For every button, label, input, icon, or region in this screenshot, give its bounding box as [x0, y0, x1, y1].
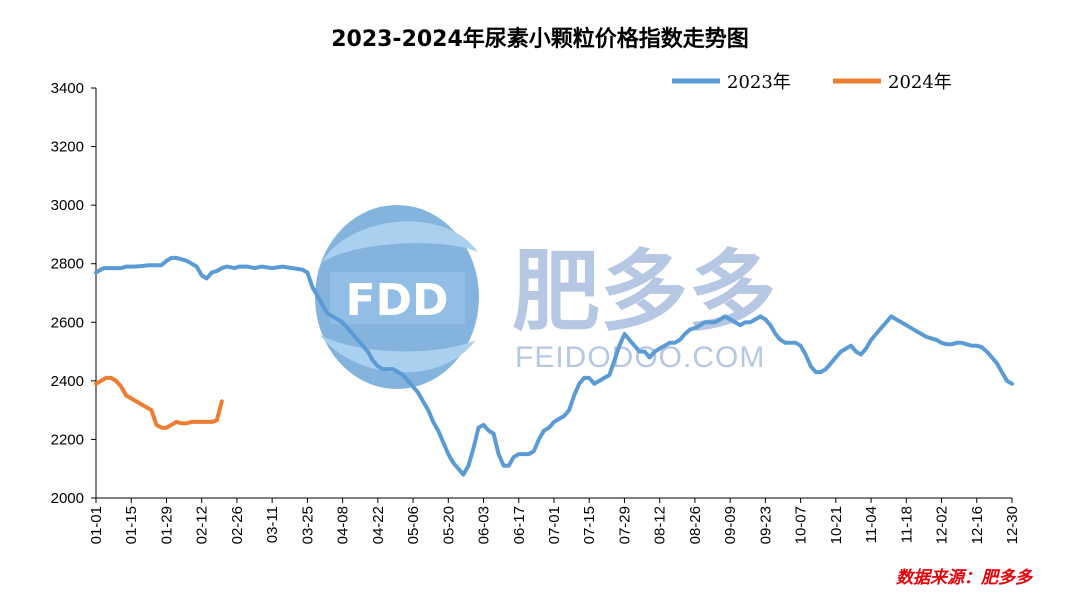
x-tick-label: 12-16	[969, 506, 986, 544]
x-tick-label: 07-29	[616, 506, 633, 544]
legend: 2023年 2024年	[672, 72, 952, 93]
x-tick-label: 09-09	[722, 506, 739, 544]
series-line-2023	[94, 255, 1014, 477]
x-axis: 01-01 01-15 01-29 02-12 02-26 03-11 03-25 04-08…	[88, 497, 1021, 544]
x-tick-label: 08-12	[652, 506, 669, 544]
y-tick-label: 2800	[51, 256, 84, 273]
x-tick-label: 06-03	[476, 506, 493, 544]
y-tick-label: 2200	[51, 431, 84, 448]
chart-title: 2023-2024年尿素小颗粒价格指数走势图	[331, 26, 749, 52]
series-layer	[94, 255, 1014, 477]
y-tick-label: 3000	[51, 197, 84, 214]
watermark-logo-text: FDD	[345, 275, 448, 326]
x-tick-label: 05-06	[405, 506, 422, 544]
x-tick-label: 11-18	[898, 506, 915, 543]
x-tick-label: 10-07	[793, 506, 810, 544]
x-tick-label: 01-15	[123, 506, 140, 544]
legend-label-2023: 2023年	[727, 72, 791, 93]
x-tick-label: 08-26	[687, 506, 704, 544]
fdd-logo-icon: FDD	[315, 205, 479, 389]
y-tick-label: 2000	[51, 490, 84, 507]
x-tick-label: 04-08	[335, 506, 352, 544]
x-tick-label: 05-20	[440, 506, 457, 544]
watermark-brand-url: FEIDODOO.COM	[515, 341, 765, 374]
x-tick-label: 12-30	[1004, 506, 1021, 544]
y-tick-label: 2400	[51, 373, 84, 390]
x-tick-label: 06-17	[511, 506, 528, 544]
y-tick-label: 3400	[51, 80, 84, 97]
x-tick-label: 01-29	[158, 506, 175, 544]
x-tick-label: 09-23	[757, 506, 774, 544]
x-tick-label: 04-22	[370, 506, 387, 544]
x-tick-label: 02-26	[229, 506, 246, 544]
x-tick-label: 11-04	[863, 506, 880, 543]
x-tick-label: 10-21	[828, 506, 845, 544]
x-tick-label: 01-01	[88, 506, 105, 544]
x-tick-label: 03-25	[299, 506, 316, 544]
watermark: FDD 肥多多 FEIDODOO.COM	[315, 205, 776, 389]
x-tick-label: 02-12	[194, 506, 211, 544]
y-tick-label: 3200	[51, 139, 84, 156]
x-tick-label: 07-15	[581, 506, 598, 544]
x-tick-label: 12-02	[934, 506, 951, 544]
x-tick-label: 07-01	[546, 506, 563, 544]
watermark-brand-cn: 肥多多	[512, 240, 776, 343]
legend-label-2024: 2024年	[888, 72, 952, 93]
series-line-2024	[94, 375, 224, 430]
x-tick-label: 03-11	[264, 506, 281, 543]
source-note: 数据来源：肥多多	[896, 568, 1034, 588]
y-tick-label: 2600	[51, 314, 84, 331]
y-axis: 2000 2200 2400 2600 2800 3000 3200 3400	[51, 80, 97, 507]
